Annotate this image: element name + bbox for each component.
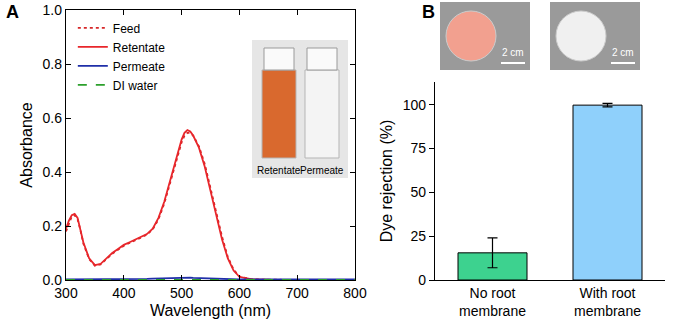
svg-text:Retentate: Retentate [257,165,301,176]
svg-text:Wavelength (nm): Wavelength (nm) [150,302,271,319]
svg-text:600: 600 [228,285,252,301]
svg-text:0.0: 0.0 [43,272,63,288]
svg-text:DI water: DI water [113,79,158,93]
svg-text:0: 0 [418,272,426,288]
svg-text:25: 25 [410,228,426,244]
svg-text:No rootmembrane: No rootmembrane [459,285,526,319]
svg-text:Retentate: Retentate [113,41,165,55]
svg-text:2 cm: 2 cm [502,47,524,58]
svg-text:Permeate: Permeate [113,60,165,74]
svg-text:800: 800 [343,285,367,301]
svg-text:400: 400 [112,285,136,301]
svg-text:Permeate: Permeate [300,165,344,176]
svg-text:0.8: 0.8 [43,56,63,72]
svg-text:Absorbance: Absorbance [18,102,35,187]
svg-text:B: B [422,2,435,22]
svg-text:500: 500 [170,285,194,301]
svg-text:Feed: Feed [113,22,140,36]
svg-text:A: A [6,2,19,22]
svg-text:700: 700 [286,285,310,301]
svg-text:50: 50 [410,184,426,200]
svg-text:300: 300 [54,285,78,301]
svg-text:0.6: 0.6 [43,110,63,126]
svg-text:0.2: 0.2 [43,218,63,234]
svg-text:1.0: 1.0 [43,2,63,18]
svg-text:2 cm: 2 cm [612,47,634,58]
svg-text:100: 100 [403,97,427,113]
svg-text:0.4: 0.4 [43,164,63,180]
svg-text:Dye rejection (%): Dye rejection (%) [378,120,395,243]
svg-text:75: 75 [410,140,426,156]
svg-text:With rootmembrane: With rootmembrane [574,285,641,319]
